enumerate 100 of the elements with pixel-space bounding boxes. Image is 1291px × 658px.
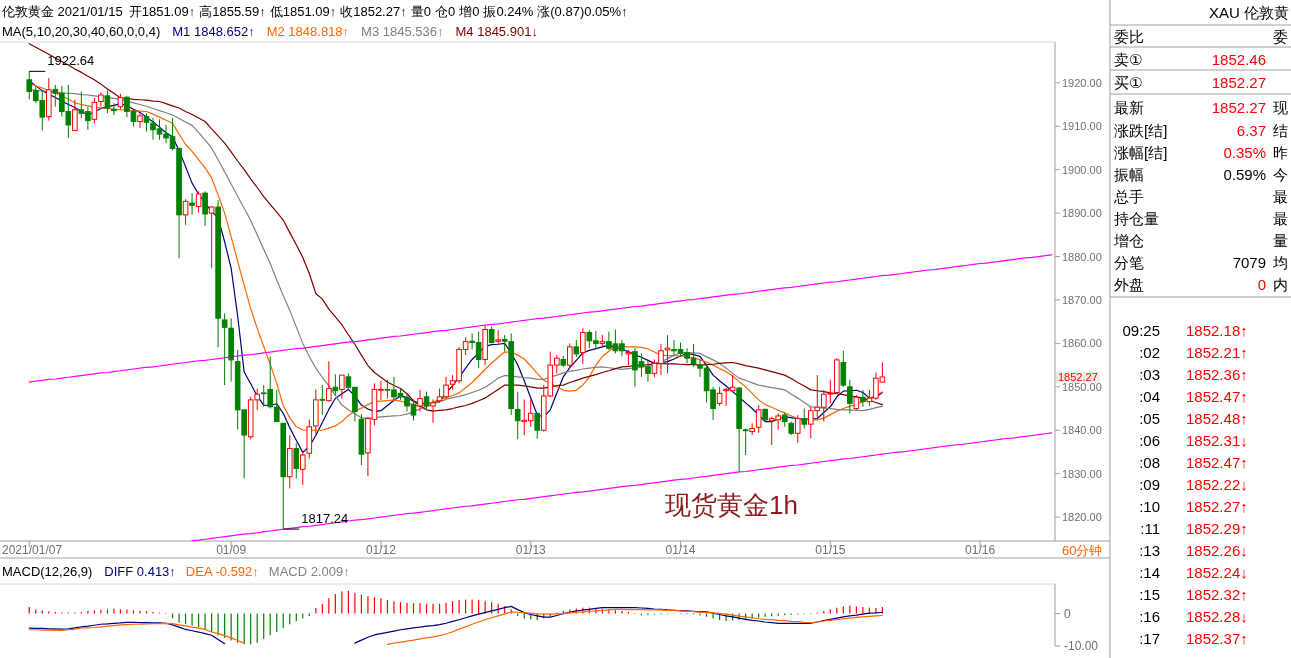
text: MACD 2.009↑ [268,563,350,579]
x-tick-label: 01/09 [216,543,247,557]
y-tick-label: 1840.00 [1062,424,1102,437]
x-tick-label: 01/13 [515,543,547,557]
x-tick-label: 2021/01/07 [2,543,63,557]
text: 高1855.59↑ [199,3,266,19]
text: 振幅 [1114,165,1144,183]
y-tick-label: -10.00 [1064,639,1099,653]
text: 委 [1273,27,1288,45]
text: 增仓 [1113,231,1144,249]
y-tick-label: 1880.00 [1062,250,1102,263]
text: 委比 [1114,27,1144,45]
text: 1852.22↓ [1186,475,1248,493]
text: 现 [1273,98,1288,116]
text: 6.37 [1236,121,1266,139]
annotation: 1817.24 [301,510,349,526]
y-tick-label: 1870.00 [1062,293,1102,306]
text: :15 [1139,585,1160,603]
text: 最新 [1114,98,1144,116]
text: :05 [1139,409,1160,427]
text: :13 [1139,541,1160,559]
x-tick-label: 01/15 [815,543,846,557]
y-tick-label: 0 [1064,606,1071,621]
text: 1852.27 [1058,370,1098,383]
y-tick-label: 1920.00 [1062,76,1102,89]
y-tick-label: 1900.00 [1062,163,1102,176]
text: 结 [1273,121,1288,139]
text: :03 [1139,365,1160,383]
text: M1 1848.652↑ [172,23,255,39]
y-tick-label: 1860.00 [1062,337,1102,350]
text: 09:25 [1122,321,1160,339]
text: 1852.32↑ [1186,585,1248,603]
text: 内 [1273,275,1288,293]
text: DIFF 0.413↑ [104,563,176,579]
x-tick-label: 01/16 [965,543,996,557]
text: 量 [1273,231,1288,249]
text: :06 [1139,431,1160,449]
text: 开1851.09↑ [128,3,196,19]
x-axis-title: 60分钟 [1062,542,1103,558]
y-tick-label: 1910.00 [1062,120,1102,133]
chart-title: 伦敦黄金 2021/01/15 [2,3,123,19]
annotation: 现货黄金1h [665,490,798,520]
text: 昨 [1273,143,1288,161]
text: 1852.27 [1211,73,1266,91]
text: 振0.24% [483,3,534,19]
text: 0 [1257,275,1266,293]
text: 1852.48↑ [1186,409,1248,427]
text: :17 [1139,629,1160,647]
chart-title: MACD(12,26,9) [2,563,93,579]
text: 最 [1273,209,1288,227]
text: 0.35% [1223,143,1266,161]
text: :04 [1139,387,1160,405]
text: 1852.28↓ [1186,607,1248,625]
text: 持仓量 [1114,209,1159,227]
text: 0.59% [1223,165,1266,183]
text: 卖① [1114,50,1143,68]
text: M4 1845.901↓ [455,23,538,39]
text: 1852.27↑ [1186,497,1248,515]
text: 最 [1273,187,1288,205]
text: 收1852.27↑ [340,3,407,19]
text: DEA -0.592↑ [185,563,259,579]
y-tick-label: 1820.00 [1062,511,1102,524]
text: 1852.18↑ [1186,321,1248,339]
y-tick-label: 1830.00 [1062,467,1102,480]
text: :11 [1140,519,1160,537]
text: :02 [1139,343,1160,361]
text: 1852.47↑ [1186,387,1248,405]
text: 买① [1114,73,1143,91]
text: 1852.21↑ [1186,343,1248,361]
text: 1852.24↓ [1186,563,1248,581]
text: 1852.29↑ [1186,519,1248,537]
text: 低1851.09↑ [269,3,337,19]
text: :08 [1139,453,1160,471]
y-tick-label: 1890.00 [1062,207,1102,220]
text: 仓0 [434,3,456,19]
text: 今 [1273,165,1288,183]
text: 1852.46 [1211,50,1266,68]
text: M3 1845.536↑ [361,23,444,39]
text: M2 1848.818↑ [266,23,350,39]
text: 1852.37↑ [1186,629,1248,647]
text: 总手 [1113,187,1144,205]
text: 1852.27 [1211,98,1266,116]
text: 涨跌[结] [1114,121,1168,139]
chart-subtitle: MA(5,10,20,30,40,60,0,0,4) [2,23,161,39]
text: 涨(0.87)0.05%↑ [537,3,628,19]
text: 外盘 [1114,275,1144,293]
text: 7079 [1232,253,1266,271]
x-tick-label: 01/12 [365,543,397,557]
text: :16 [1139,607,1160,625]
text: 均 [1272,253,1288,271]
text: 1852.31↓ [1186,431,1248,449]
text: 增0 [458,3,480,19]
text: :14 [1139,563,1160,581]
text: XAU 伦敦黄 [1208,3,1289,21]
x-tick-label: 01/14 [665,543,696,557]
text: 量0 [410,3,431,19]
text: :10 [1139,497,1160,515]
text: :09 [1139,475,1160,493]
text: 涨幅[结] [1114,143,1168,161]
text: 1852.26↓ [1186,541,1248,559]
